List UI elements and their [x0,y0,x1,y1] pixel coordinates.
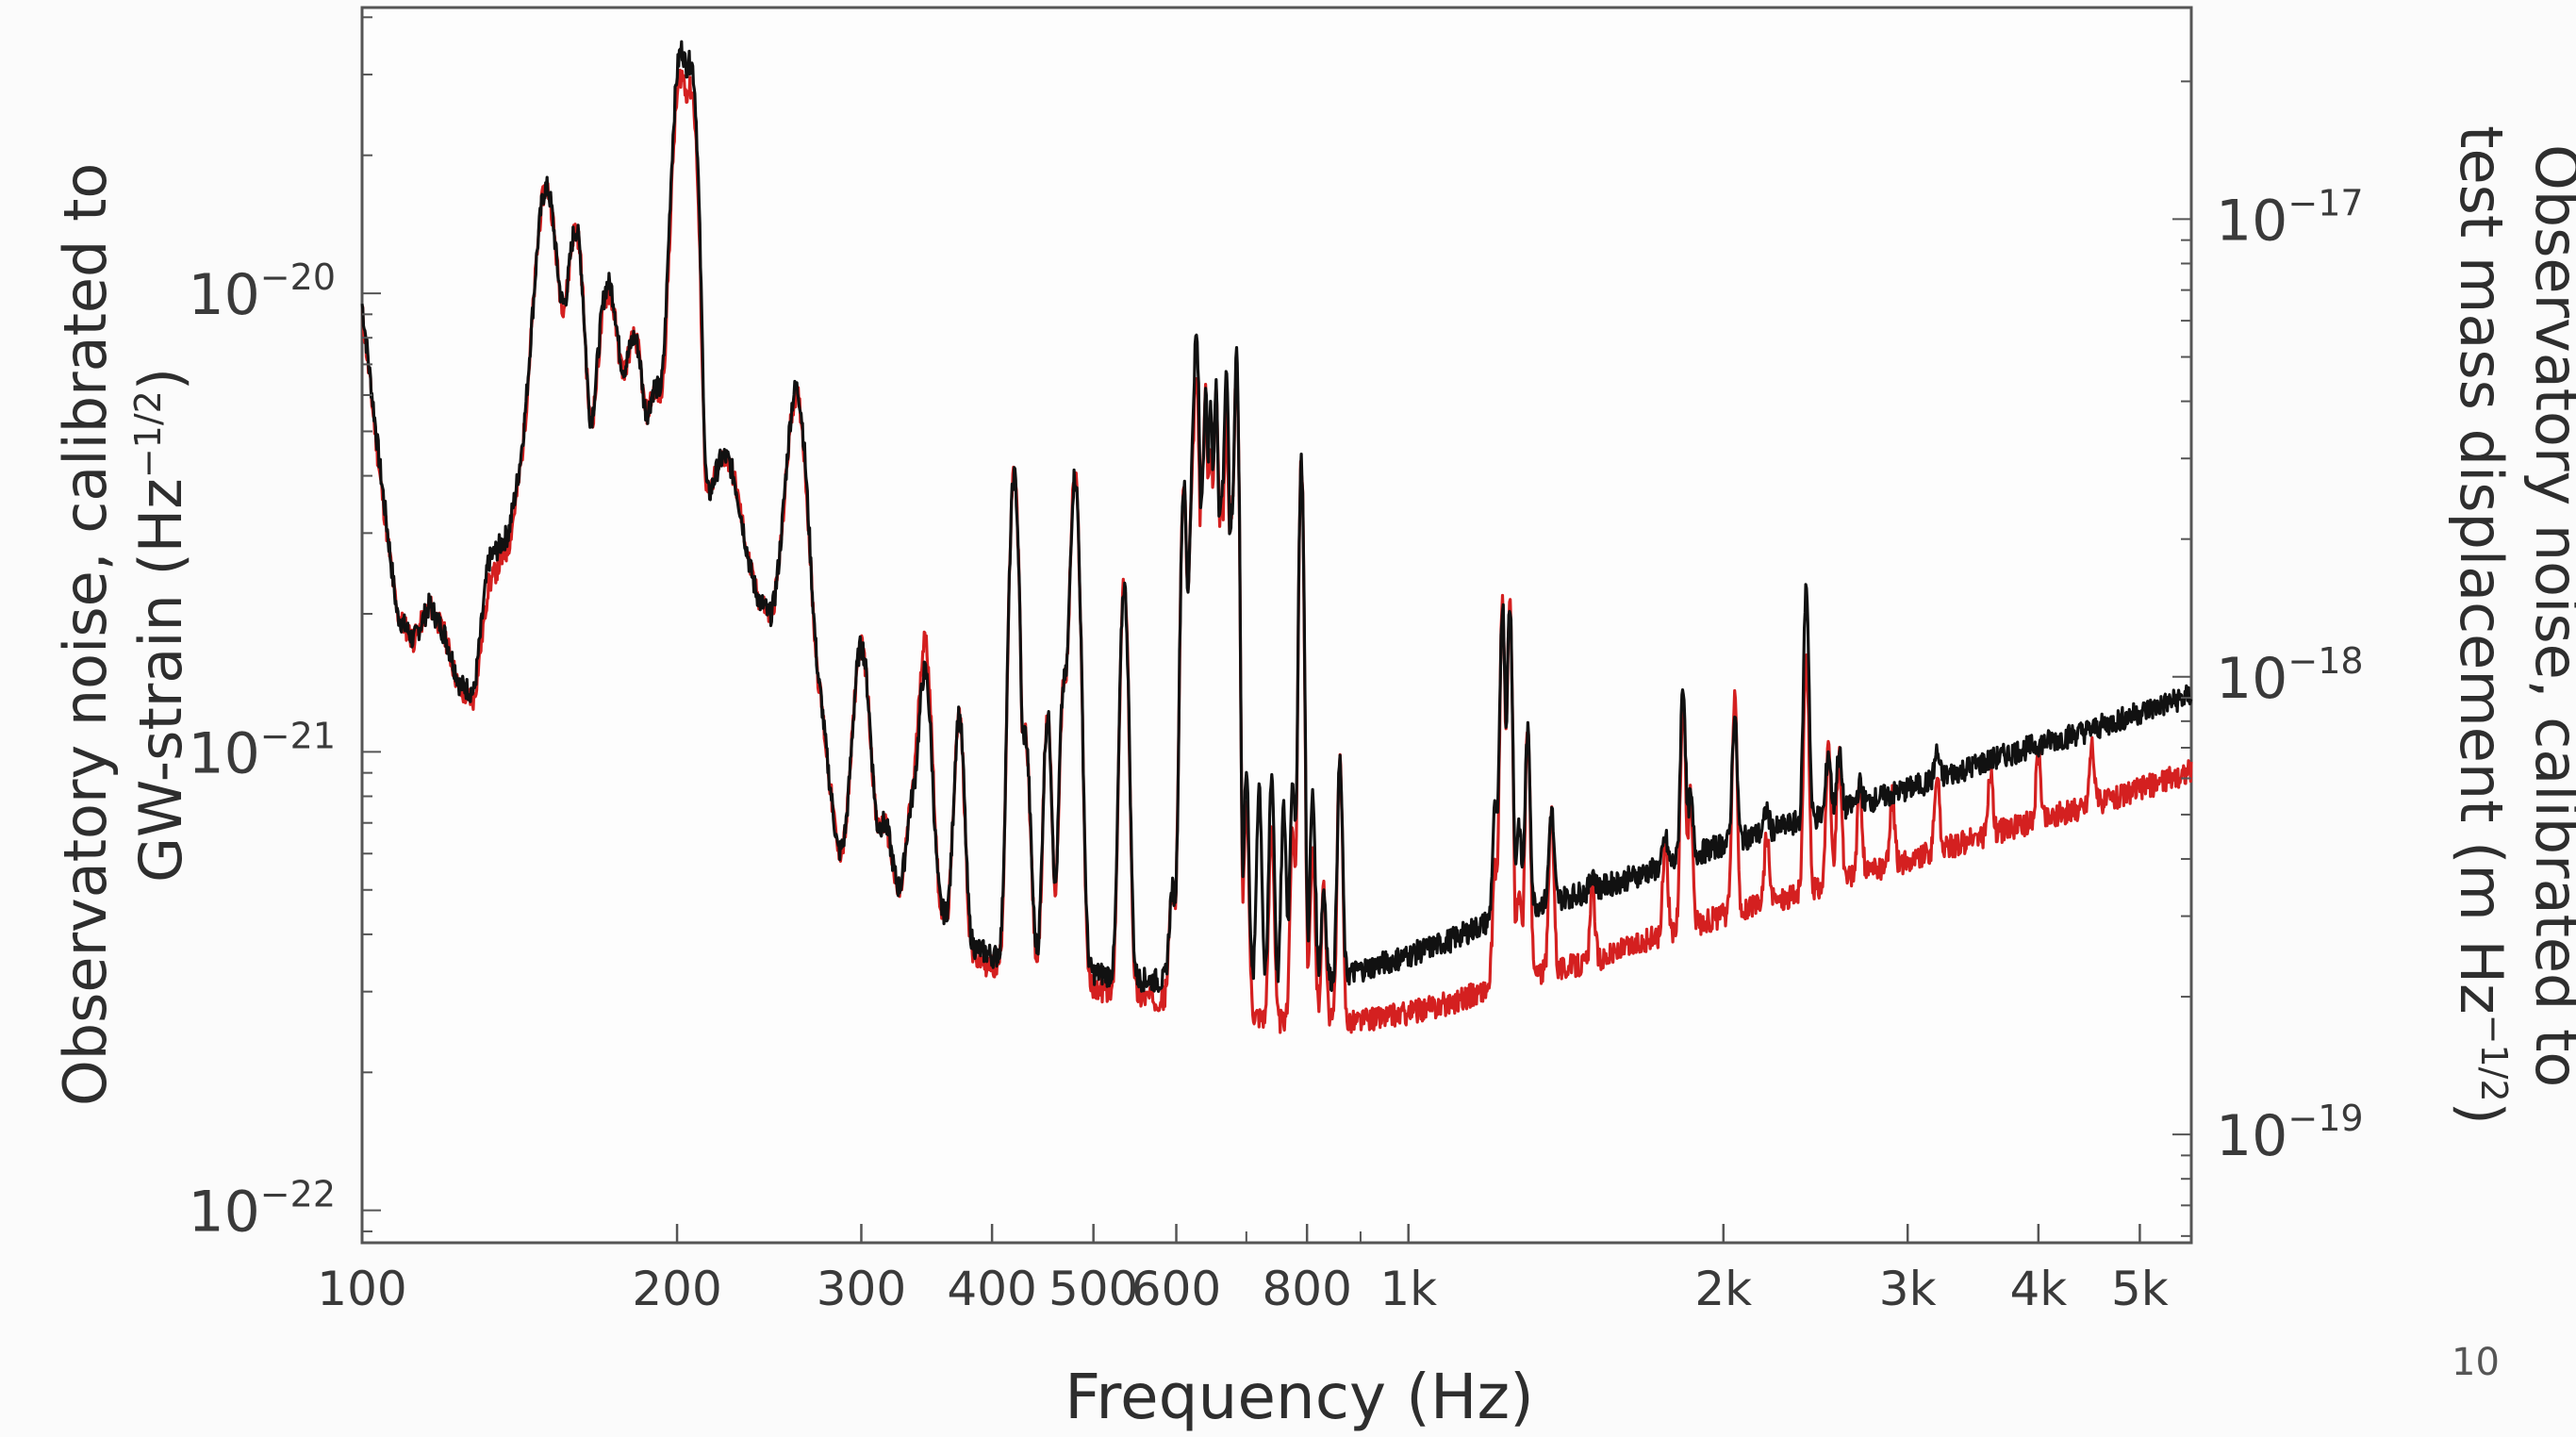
y2-axis-title-unit: test mass displacement (m Hz [2447,125,2516,1014]
y2-axis-title-close: ) [2447,1102,2516,1125]
x-tick-label-2k: 2k [1694,1262,1752,1316]
noise-series-2 [360,40,2193,993]
y-axis-title: Observatory noise, calibrated to GW-stra… [51,144,195,1106]
plot-area [360,6,2193,1245]
x-tick-label-200: 200 [632,1262,721,1316]
y-axis-title-line-2: GW-strain (Hz−1/2) [126,368,195,883]
y-tick-label: 10−22 [188,1174,336,1246]
x-tick-label-4k: 4k [2009,1262,2067,1316]
y-axis-title-close: ) [126,368,195,390]
y-tick-label: 10−21 [188,715,336,786]
x-tick-label-800: 800 [1262,1262,1351,1316]
y2-tick-label: 10−17 [2216,182,2364,254]
x-tick-label-1k: 1k [1379,1262,1437,1316]
slide-page-number: 10 [2452,1341,2500,1384]
x-tick-label-500: 500 [1049,1262,1138,1316]
y2-axis-title-line-2: test mass displacement (m Hz−1/2) [2447,125,2516,1125]
x-tick-label-600: 600 [1131,1262,1221,1316]
y-tick-label: 10−20 [188,256,336,328]
x-tick-label-300: 300 [817,1262,906,1316]
y2-axis-title-exp: −1/2 [2473,1015,2515,1102]
y-axis-title-line-1: Observatory noise, calibrated to [51,163,120,1106]
x-axis-title: Frequency (Hz) [1065,1361,1534,1433]
x-tick-label-3k: 3k [1879,1262,1937,1316]
x-tick-label-100: 100 [317,1262,406,1316]
x-tick-label-400: 400 [947,1262,1036,1316]
y-axis-title-unit: GW-strain (Hz [126,478,195,883]
y2-tick-label: 10−18 [2216,640,2364,712]
y2-tick-label: 10−19 [2216,1098,2364,1169]
x-tick-label-5k: 5k [2111,1262,2169,1316]
y2-axis-title: Observatory noise, calibrated to test ma… [2447,125,2576,1125]
series-layer [360,40,2193,1034]
y2-axis-title-line-1: Observatory noise, calibrated to [2522,144,2576,1087]
y-axis-title-exp: −1/2 [127,390,169,478]
